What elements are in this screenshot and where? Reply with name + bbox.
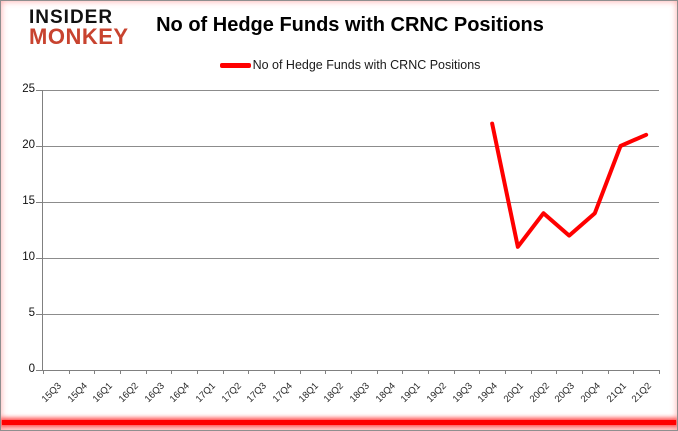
x-axis-tick <box>299 370 301 374</box>
x-axis-tick <box>607 370 609 374</box>
gridline-y-20 <box>43 145 659 147</box>
y-axis-label-0: 0 <box>28 363 35 375</box>
x-axis-tick <box>351 370 352 374</box>
y-axis-label-20: 20 <box>22 139 35 151</box>
x-axis-tick <box>376 370 378 374</box>
series-line <box>490 121 649 249</box>
y-axis-tick <box>36 89 43 91</box>
x-axis-tick <box>325 370 327 374</box>
logo-text-insider: INSIDER <box>29 7 114 28</box>
x-axis-tick <box>402 370 404 374</box>
y-axis-tick <box>36 145 43 147</box>
x-axis-tick <box>120 370 121 374</box>
legend-label: No of Hedge Funds with CRNC Positions <box>252 58 481 72</box>
chart-legend: No of Hedge Funds with CRNC Positions <box>42 58 658 72</box>
x-axis-tick <box>94 370 96 374</box>
legend-line-swatch <box>219 62 251 68</box>
y-axis-tick <box>36 369 43 371</box>
x-axis-tick <box>453 370 455 374</box>
x-axis-tick <box>556 370 558 374</box>
gridline-y-5 <box>43 313 659 315</box>
x-axis-tick <box>582 370 583 374</box>
x-axis-tick <box>428 370 429 374</box>
bottom-red-border <box>2 420 676 425</box>
x-axis-tick <box>248 370 250 374</box>
y-axis-tick <box>36 313 43 315</box>
y-axis-tick <box>36 201 43 203</box>
chart-title: No of Hedge Funds with CRNC Positions <box>156 14 544 36</box>
x-axis-tick <box>479 370 481 374</box>
x-axis-tick <box>530 370 532 374</box>
gridline-y-25 <box>43 89 659 91</box>
series-canvas <box>490 121 649 249</box>
x-axis-tick <box>222 370 224 374</box>
x-axis-tick <box>633 370 635 374</box>
y-axis-label-5: 5 <box>28 307 35 319</box>
x-axis-tick <box>197 370 198 374</box>
x-axis-tick <box>171 370 173 374</box>
x-axis-tick <box>43 370 44 374</box>
gridline-y-10 <box>43 257 659 259</box>
x-axis-tick <box>274 370 275 374</box>
x-axis-tick <box>68 370 70 374</box>
x-axis-tick <box>145 370 147 374</box>
logo-text-monkey: MONKEY <box>29 23 129 49</box>
y-axis-label-25: 25 <box>22 83 35 95</box>
plot-area: 0 5 10 15 20 25 15Q3 15Q4 16Q1 16Q2 16Q3 16Q4 17Q1 17… <box>22 83 660 405</box>
y-axis-tick <box>36 257 43 259</box>
x-axis-tick <box>659 370 660 374</box>
insider-monkey-logo: INSIDER MONKEY <box>29 7 129 49</box>
y-axis-label-15: 15 <box>22 195 35 207</box>
x-axis-tick <box>505 370 506 374</box>
gridline-y-15 <box>43 201 659 203</box>
y-axis-label-10: 10 <box>22 251 35 263</box>
